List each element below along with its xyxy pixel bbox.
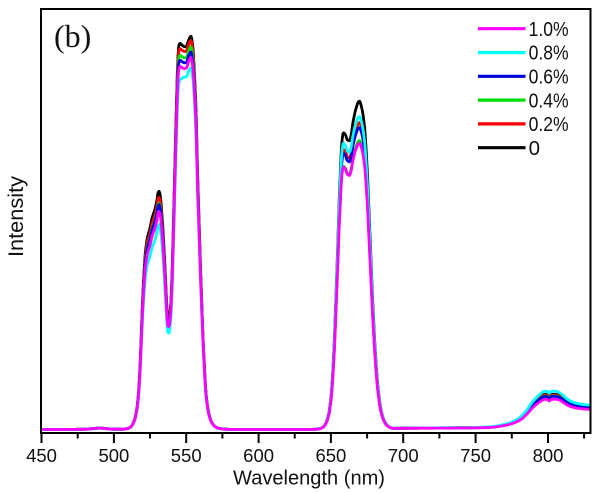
svg-text:Wavelength (nm): Wavelength (nm): [233, 467, 385, 490]
svg-text:0.8%: 0.8%: [529, 42, 569, 65]
svg-text:750: 750: [460, 445, 491, 466]
svg-text:0: 0: [529, 137, 540, 160]
svg-text:550: 550: [171, 445, 202, 466]
svg-text:500: 500: [98, 445, 129, 466]
svg-text:650: 650: [315, 445, 346, 466]
svg-text:0.2%: 0.2%: [529, 113, 569, 136]
svg-text:450: 450: [26, 445, 57, 466]
svg-text:Intensity: Intensity: [4, 176, 28, 257]
svg-text:800: 800: [533, 445, 564, 466]
svg-text:700: 700: [388, 445, 419, 466]
svg-text:1.0%: 1.0%: [529, 18, 569, 41]
svg-text:0.6%: 0.6%: [529, 66, 569, 89]
svg-text:0.4%: 0.4%: [529, 89, 569, 112]
svg-text:600: 600: [243, 445, 274, 466]
svg-text:(b): (b): [54, 18, 91, 54]
